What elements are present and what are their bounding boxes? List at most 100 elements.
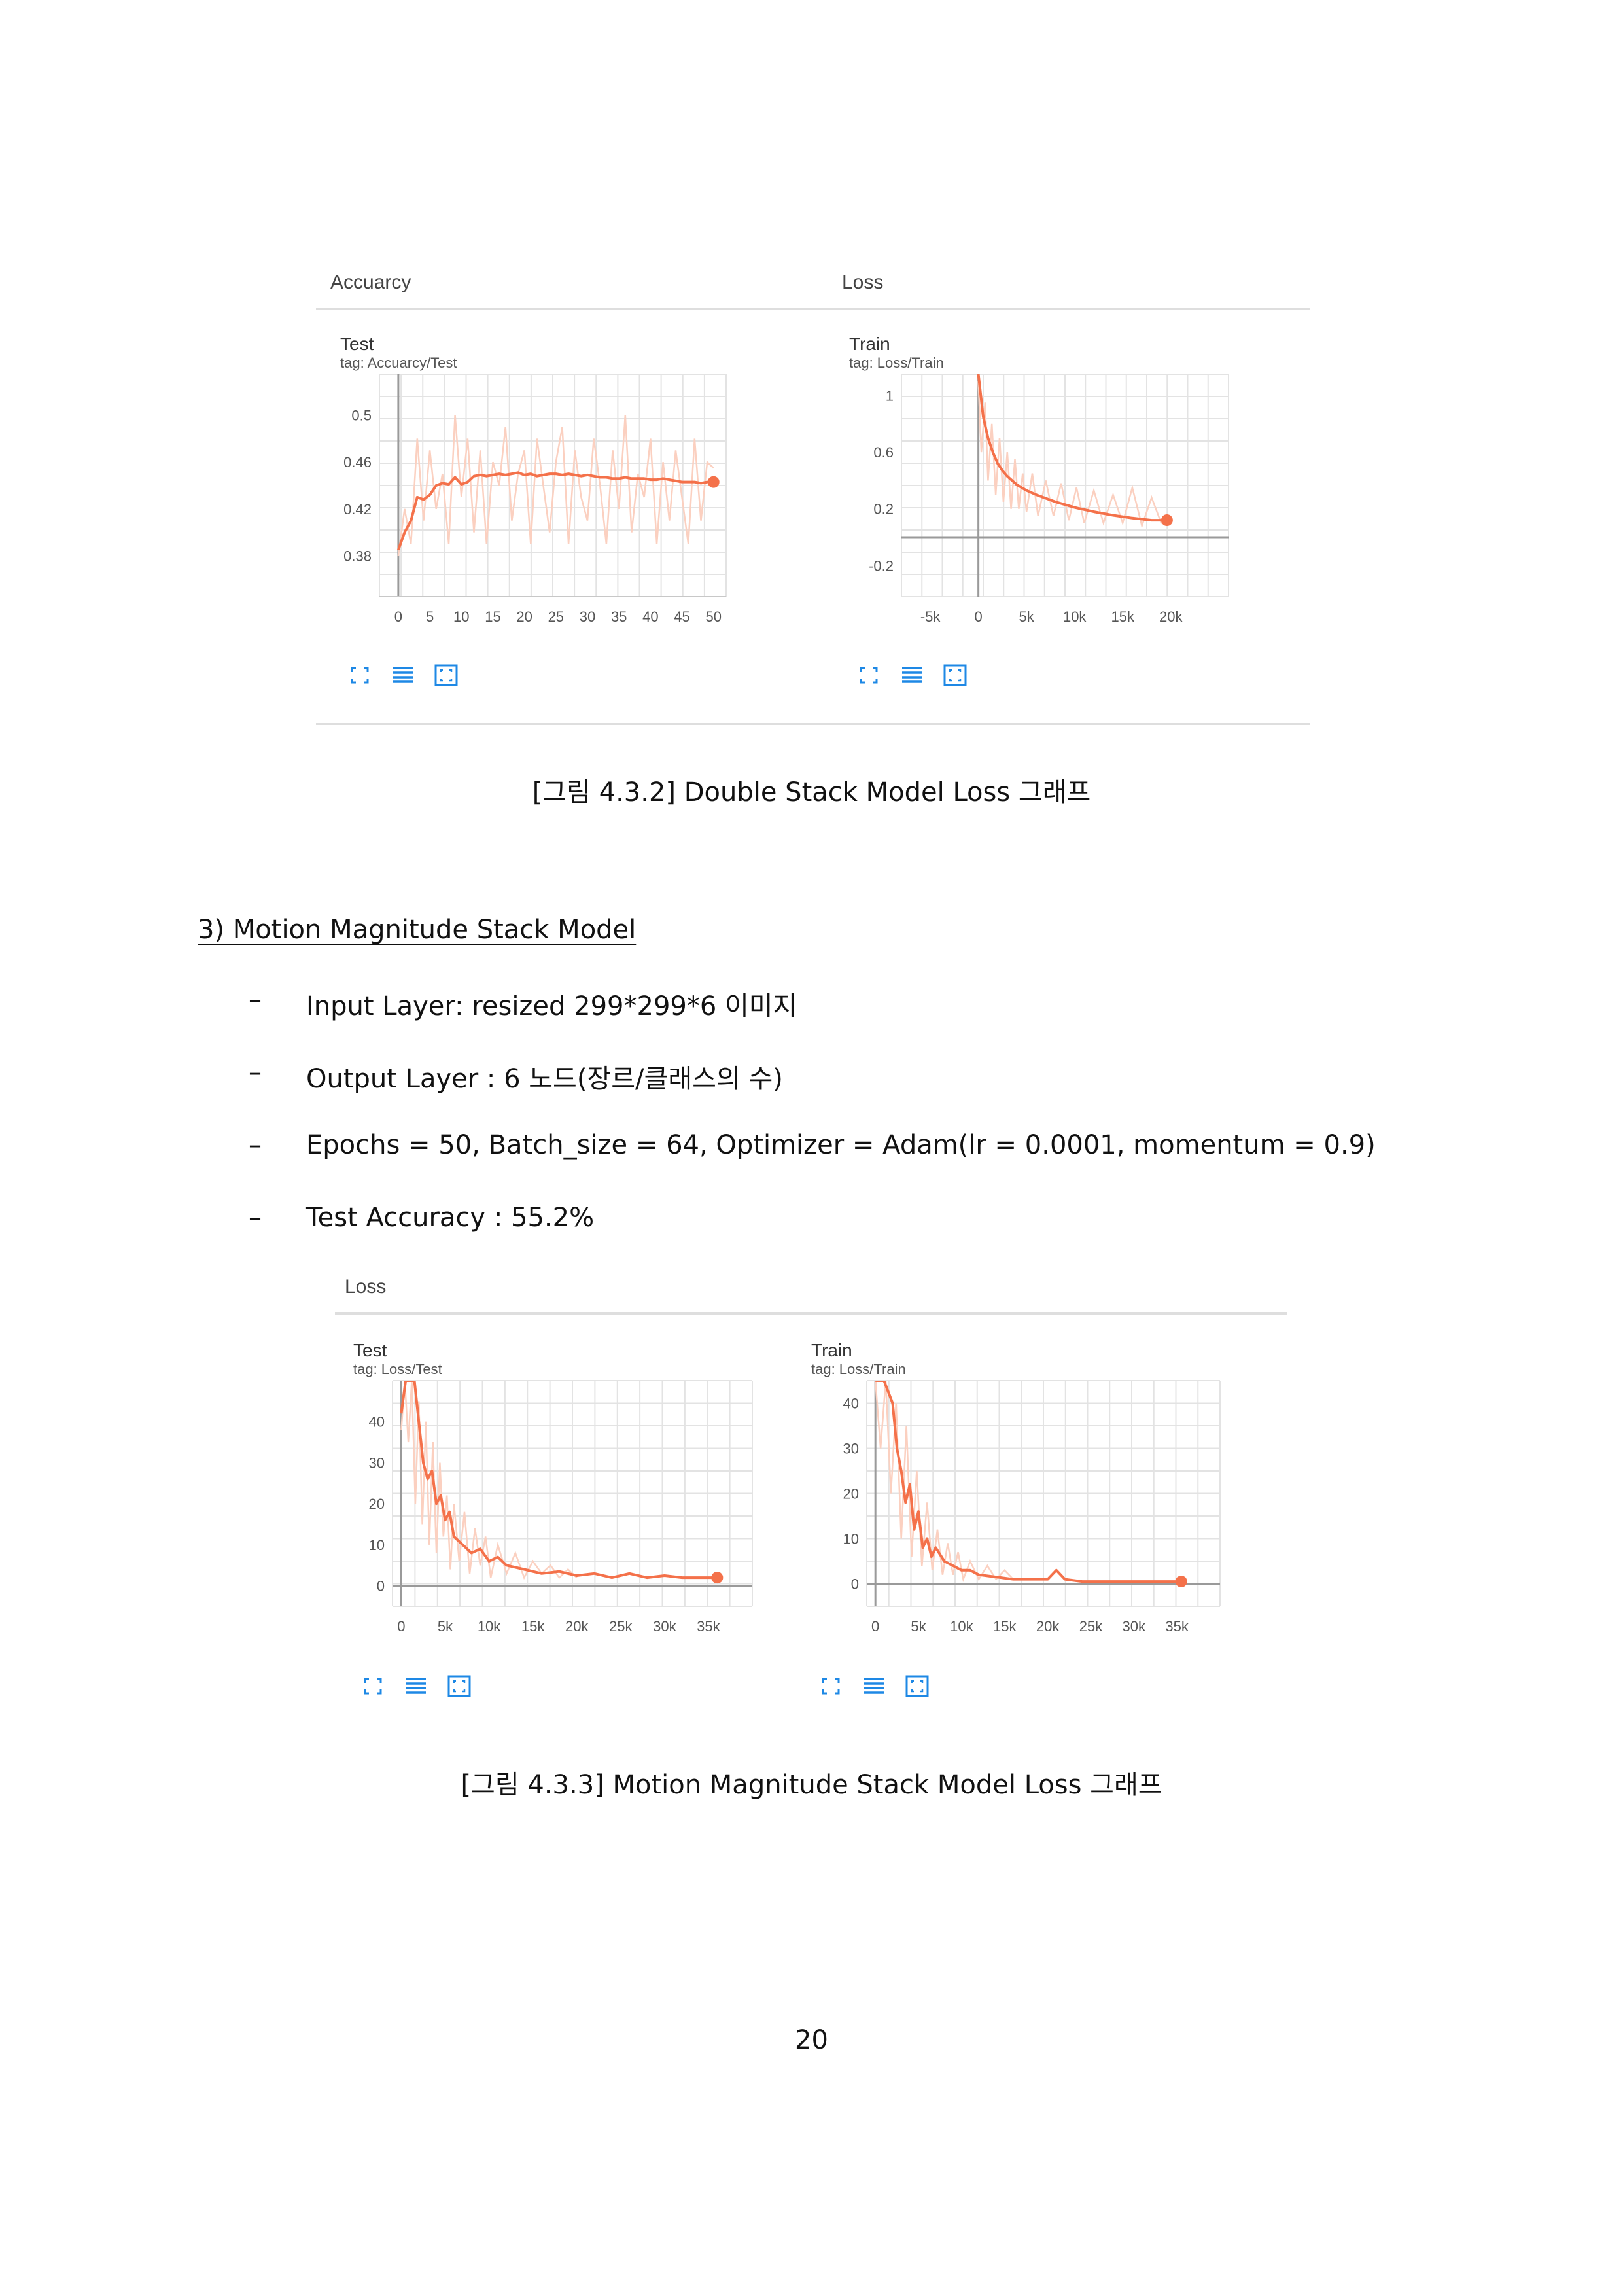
bullet-text: Test Accuracy : 55.2%: [306, 1203, 595, 1233]
fit-domain-icon[interactable]: [905, 1675, 929, 1697]
x-tick-label: 5: [426, 609, 434, 625]
y-tick-label: 0: [377, 1578, 385, 1595]
y-tick-label: 0.38: [343, 548, 372, 564]
smoothed-series-line: [875, 1381, 1181, 1583]
x-tick-label: 20: [516, 609, 532, 625]
x-tick-label: 35k: [697, 1618, 720, 1634]
x-tick-label: 5k: [1019, 609, 1035, 625]
chart-panel: Train tag: Loss/Train -0.2 0.2 0.6 1 -5k 0 5k 1…: [849, 334, 1320, 700]
last-point-marker: [711, 1572, 724, 1584]
y-tick-label: 0: [851, 1576, 859, 1593]
x-tick-label: 10k: [478, 1618, 501, 1634]
menu-lines-icon[interactable]: [391, 664, 415, 686]
chart-tag: tag: Loss/Test: [353, 1361, 442, 1377]
section-heading: 3) Motion Magnitude Stack Model: [198, 915, 637, 945]
list-item: – Input Layer: resized 299*299*6 이미지: [249, 985, 1376, 1057]
chart-svg: 0.38 0.42 0.46 0.5 0 5 10 15 20 25 30 35 40 45 50: [343, 374, 727, 625]
raw-series-line: [397, 415, 714, 556]
x-tick-label: 15: [485, 609, 500, 625]
x-tick-label: 10k: [1063, 609, 1087, 625]
x-tick-label: 25: [548, 609, 564, 625]
fullscreen-icon[interactable]: [819, 1675, 843, 1697]
x-tick-label: 0: [871, 1618, 879, 1634]
y-tick-label: 20: [369, 1496, 385, 1512]
y-tick-label: 10: [843, 1531, 859, 1547]
bullet-text: Output Layer : 6 노드(장르/클래스의 수): [306, 1064, 783, 1094]
chart-title: Train: [811, 1340, 852, 1360]
bullet-list: – Input Layer: resized 299*299*6 이미지 – Out…: [249, 985, 1376, 1275]
x-tick-label: 20k: [1159, 609, 1183, 625]
fit-domain-icon[interactable]: [434, 664, 458, 686]
bullet-text: Epochs = 50, Batch_size = 64, Optimizer …: [306, 1130, 1376, 1160]
chart-title: Test: [353, 1340, 387, 1360]
grid: [866, 1380, 1221, 1607]
bullet-marker: –: [249, 985, 262, 1015]
loss-group-title: Loss: [345, 1276, 387, 1298]
raw-series-line: [977, 381, 1168, 529]
x-tick-label: 30: [580, 609, 595, 625]
fullscreen-icon[interactable]: [857, 664, 881, 686]
chart-svg: -0.2 0.2 0.6 1 -5k 0 5k 10k 15k 20k: [869, 374, 1229, 625]
chart-toolbar: [819, 1675, 929, 1697]
x-tick-label: 20k: [1036, 1618, 1060, 1634]
raw-series-line: [874, 1381, 1014, 1583]
x-tick-label: 10k: [950, 1618, 973, 1634]
figure1-bottom-rule: [316, 723, 1310, 725]
figure2-caption: [그림 4.3.3] Motion Magnitude Stack Model …: [461, 1770, 1162, 1800]
chart-panel: Train tag: Loss/Train 0 10 20 30 40 0 5k 10k 15k…: [811, 1340, 1282, 1720]
list-item: – Test Accuracy : 55.2%: [249, 1203, 1376, 1275]
fullscreen-icon[interactable]: [361, 1675, 385, 1697]
bullet-text: Input Layer: resized 299*299*6 이미지: [306, 991, 797, 1021]
x-tick-label: 30k: [1123, 1618, 1146, 1634]
fit-domain-icon[interactable]: [943, 664, 967, 686]
y-tick-label: 0.42: [343, 501, 372, 518]
smoothed-series-line: [977, 374, 1167, 522]
chart-tag: tag: Loss/Train: [849, 355, 944, 371]
y-tick-label: 0.6: [873, 444, 894, 461]
menu-lines-icon[interactable]: [404, 1675, 428, 1697]
x-tick-label: 35: [611, 609, 627, 625]
bullet-marker: –: [249, 1203, 262, 1233]
x-tick-label: 10: [453, 609, 469, 625]
x-tick-label: 25k: [609, 1618, 633, 1634]
menu-lines-icon[interactable]: [900, 664, 924, 686]
y-tick-label: 20: [843, 1486, 859, 1502]
x-tick-label: 15k: [1111, 609, 1134, 625]
page-number: 20: [795, 2025, 828, 2055]
figure1-caption: [그림 4.3.2] Double Stack Model Loss 그래프: [532, 777, 1091, 807]
fullscreen-icon[interactable]: [348, 664, 372, 686]
x-tick-label: 50: [705, 609, 721, 625]
grid: [379, 374, 727, 597]
x-tick-label: 5k: [438, 1618, 453, 1634]
accuracy-group-title: Accuarcy: [330, 272, 411, 293]
chart-tag: tag: Accuarcy/Test: [340, 355, 457, 371]
y-tick-label: 30: [369, 1455, 385, 1471]
y-tick-label: 0.5: [351, 408, 372, 424]
loss-group-title: Loss: [842, 272, 884, 293]
chart-toolbar: [857, 664, 967, 686]
x-tick-label: 15k: [993, 1618, 1017, 1634]
y-tick-label: 1: [886, 387, 894, 404]
x-tick-label: 45: [674, 609, 689, 625]
chart-panel: Test tag: Loss/Test 0 10 20 30 40 0 5k 10k 15k 20…: [353, 1340, 824, 1720]
x-tick-label: 40: [642, 609, 658, 625]
x-tick-label: 0: [394, 609, 402, 625]
y-tick-label: 0.46: [343, 454, 372, 470]
menu-lines-icon[interactable]: [862, 1675, 886, 1697]
chart-tag: tag: Loss/Train: [811, 1361, 906, 1377]
grid: [392, 1380, 753, 1607]
fit-domain-icon[interactable]: [447, 1675, 471, 1697]
last-point-marker: [1175, 1576, 1187, 1588]
y-tick-label: 40: [369, 1414, 385, 1430]
x-tick-label: -5k: [920, 609, 941, 625]
chart-svg: 0 10 20 30 40 0 5k 10k 15k 20k 25k 30k 35k: [843, 1380, 1221, 1634]
y-tick-label: 10: [369, 1537, 385, 1553]
y-tick-label: 40: [843, 1396, 859, 1412]
figure1-top-rule: [316, 308, 1310, 310]
chart-title: Train: [849, 334, 890, 354]
x-tick-label: 35k: [1165, 1618, 1189, 1634]
x-tick-label: 5k: [911, 1618, 926, 1634]
chart-toolbar: [361, 1675, 471, 1697]
chart-svg: 0 10 20 30 40 0 5k 10k 15k 20k 25k 30k 35k: [369, 1380, 753, 1634]
y-tick-label: 0.2: [873, 501, 894, 518]
